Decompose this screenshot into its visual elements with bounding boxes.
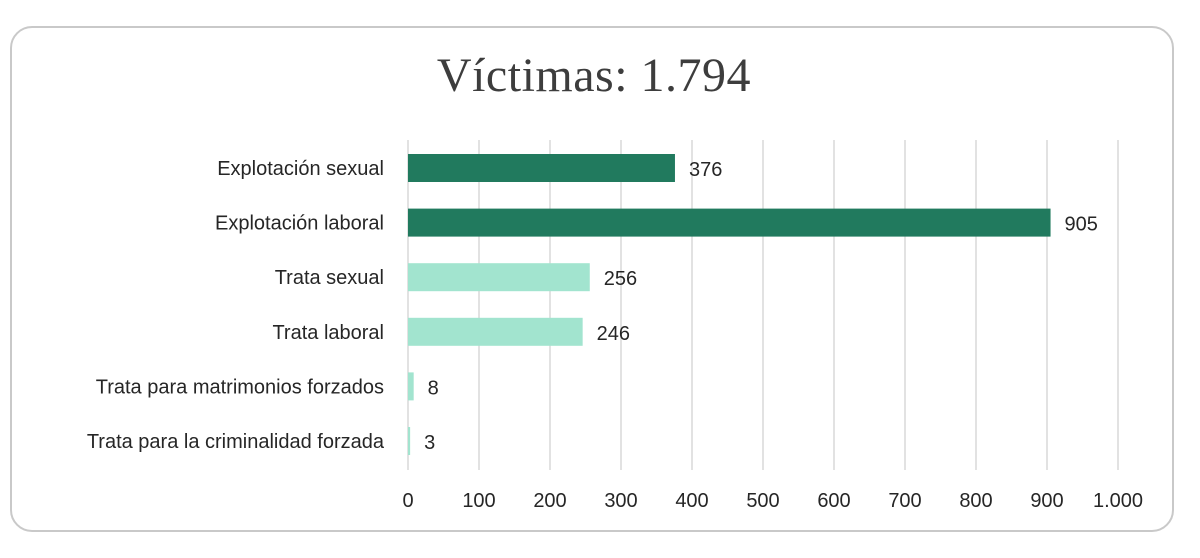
value-label-1: 905 [1065, 214, 1098, 236]
value-label-5: 3 [424, 432, 435, 454]
value-label-4: 8 [428, 377, 439, 399]
chart-card [10, 26, 1174, 532]
category-label-1: Explotación laboral [215, 213, 384, 235]
x-tick-label-6: 600 [817, 490, 850, 512]
x-tick-label-9: 900 [1030, 490, 1063, 512]
bar-3 [408, 317, 583, 346]
value-label-0: 376 [689, 159, 722, 181]
x-tick-label-2: 200 [533, 490, 566, 512]
bar-1 [408, 208, 1051, 237]
category-label-4: Trata para matrimonios forzados [96, 376, 384, 398]
bar-0 [408, 154, 675, 182]
x-tick-label-4: 400 [675, 490, 708, 512]
x-tick-label-0: 0 [402, 490, 413, 512]
category-label-2: Trata sexual [275, 267, 384, 289]
category-label-0: Explotación sexual [217, 158, 384, 180]
x-tick-label-3: 300 [604, 490, 637, 512]
bar-4 [408, 372, 414, 401]
x-tick-label-5: 500 [746, 490, 779, 512]
bar-5 [408, 427, 411, 455]
x-tick-label-10: 1.000 [1093, 490, 1143, 512]
x-tick-label-1: 100 [462, 490, 495, 512]
chart-title: Víctimas: 1.794 [436, 49, 752, 102]
x-tick-label-7: 700 [888, 490, 921, 512]
value-label-2: 256 [604, 268, 637, 290]
value-label-3: 246 [597, 323, 630, 345]
category-label-3: Trata laboral [272, 322, 384, 344]
x-tick-label-8: 800 [959, 490, 992, 512]
bar-2 [408, 263, 590, 292]
category-label-5: Trata para la criminalidad forzada [87, 431, 385, 453]
